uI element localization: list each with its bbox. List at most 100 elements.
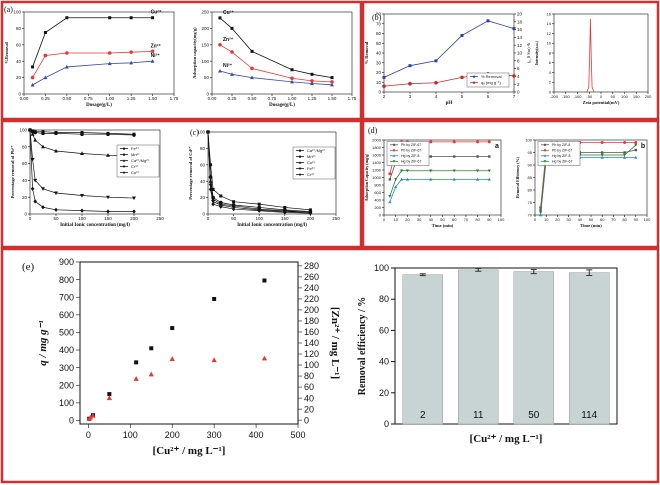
panel-label: (d) [368, 126, 378, 135]
y-tick-label: 40 [200, 179, 206, 184]
y-tick-label: 100 [197, 130, 205, 135]
data-point [487, 140, 491, 144]
y-tick-label: 500 [59, 328, 74, 338]
data-point [382, 84, 386, 88]
plot-frame [211, 11, 353, 95]
data-point [230, 50, 234, 54]
y-tick-label: 8 [549, 50, 552, 55]
data-point [43, 31, 47, 34]
x-tick-label: 500 [290, 430, 305, 440]
series-line [29, 129, 134, 212]
data-point [429, 177, 433, 181]
x-tick-label: 0.75 [268, 96, 277, 101]
data-point [148, 371, 154, 377]
legend-marker [122, 153, 126, 156]
x-tick-label: 0.50 [248, 96, 257, 101]
y-tick-label: 30 [376, 60, 382, 65]
y-tick-label: 0 [378, 90, 381, 95]
data-point [28, 127, 32, 133]
y-axis-label: q / mg g⁻¹ [37, 320, 49, 365]
data-point [133, 376, 139, 381]
y2-tick-label: 20 [304, 404, 314, 414]
y-tick-label: 80 [16, 26, 22, 31]
data-point [80, 208, 84, 213]
y-tick-label: 100 [13, 10, 21, 15]
data-point [283, 210, 287, 215]
data-point [65, 51, 69, 55]
data-point [394, 185, 398, 189]
data-point [218, 43, 222, 47]
data-point [106, 395, 112, 401]
data-point [634, 155, 638, 159]
y-tick-label: 1200 [372, 167, 382, 172]
data-point [487, 177, 491, 181]
y2-tick-label: 18 [517, 19, 523, 24]
data-point [250, 49, 254, 53]
data-point [476, 155, 479, 158]
plot-frame [553, 13, 649, 93]
data-point [87, 414, 94, 420]
y-tick-label: 60 [200, 162, 206, 167]
data-point [388, 195, 392, 198]
y-tick-label: 95 [528, 150, 533, 155]
y-tick-label: 60 [16, 42, 22, 47]
y-tick-label: 0 [379, 212, 382, 217]
data-point [310, 79, 314, 83]
data-point [600, 155, 604, 159]
chart-6: (d)a0 10 20 30 40 50 60 70 80 90 10002004006008001… [364, 126, 505, 228]
y-axis-label: Removal efficiency / % [357, 297, 368, 396]
data-point [399, 177, 404, 181]
data-point [219, 204, 223, 209]
legend-marker [298, 173, 302, 177]
data-point [43, 75, 48, 80]
x-tick-label: 0 [29, 216, 32, 221]
data-point [453, 155, 456, 158]
y-tick-label: 150 [201, 42, 209, 47]
data-point [429, 155, 432, 158]
y-axis-label: Adsorption capacity(mg/g) [192, 27, 197, 79]
data-point [41, 131, 45, 136]
data-point [408, 81, 412, 86]
x-tick-label: 0.75 [84, 96, 93, 101]
bar [513, 271, 554, 425]
plot-frame [79, 261, 299, 425]
legend-label: Mn²⁺ [131, 152, 140, 157]
legend-marker [298, 155, 302, 158]
y-tick-label: 100 [59, 398, 74, 408]
x-tick-label: 7 [513, 94, 516, 99]
chart-8: (e)0 100 200 300 400 500010020030040050060070… [22, 257, 341, 457]
y-tick-label: 100 [201, 59, 209, 64]
data-point [129, 50, 133, 54]
chart-7: b 0 10 20 30 40 50 60 70 80 90 100 70 75 80 85 90 95 100 Ti… [515, 137, 651, 228]
y-tick-label: 60 [379, 325, 389, 335]
y2-tick-label: 100 [304, 360, 319, 370]
data-point [108, 16, 112, 20]
data-point [308, 211, 313, 216]
y-tick-label: 16 [547, 11, 552, 16]
x-tick-label: 5 [461, 94, 464, 99]
y-tick-label: 70 [376, 21, 382, 26]
series-line [207, 131, 311, 211]
data-point [170, 326, 175, 331]
y-tick-label: 2 [549, 80, 552, 85]
data-point [634, 141, 638, 144]
bar [458, 269, 499, 425]
x-tick-label: 250 [156, 216, 164, 221]
data-point [54, 207, 58, 212]
data-point [106, 153, 110, 157]
data-point [209, 163, 213, 167]
data-point [132, 133, 136, 137]
legend-label: Fe³⁺ [307, 166, 315, 171]
legend-label: Hg by ZIF-67 [401, 160, 421, 164]
data-point [90, 412, 96, 418]
series-line [29, 129, 135, 199]
y-tick-label: 600 [374, 190, 381, 195]
x-tick-label: 200 [130, 216, 138, 221]
x-tick-label: 80 [622, 217, 627, 222]
x-tick-label: 10 [393, 217, 398, 222]
data-point [290, 76, 294, 81]
data-point [429, 169, 433, 173]
data-point [106, 132, 110, 136]
legend-marker [392, 160, 396, 163]
data-point [150, 49, 155, 54]
